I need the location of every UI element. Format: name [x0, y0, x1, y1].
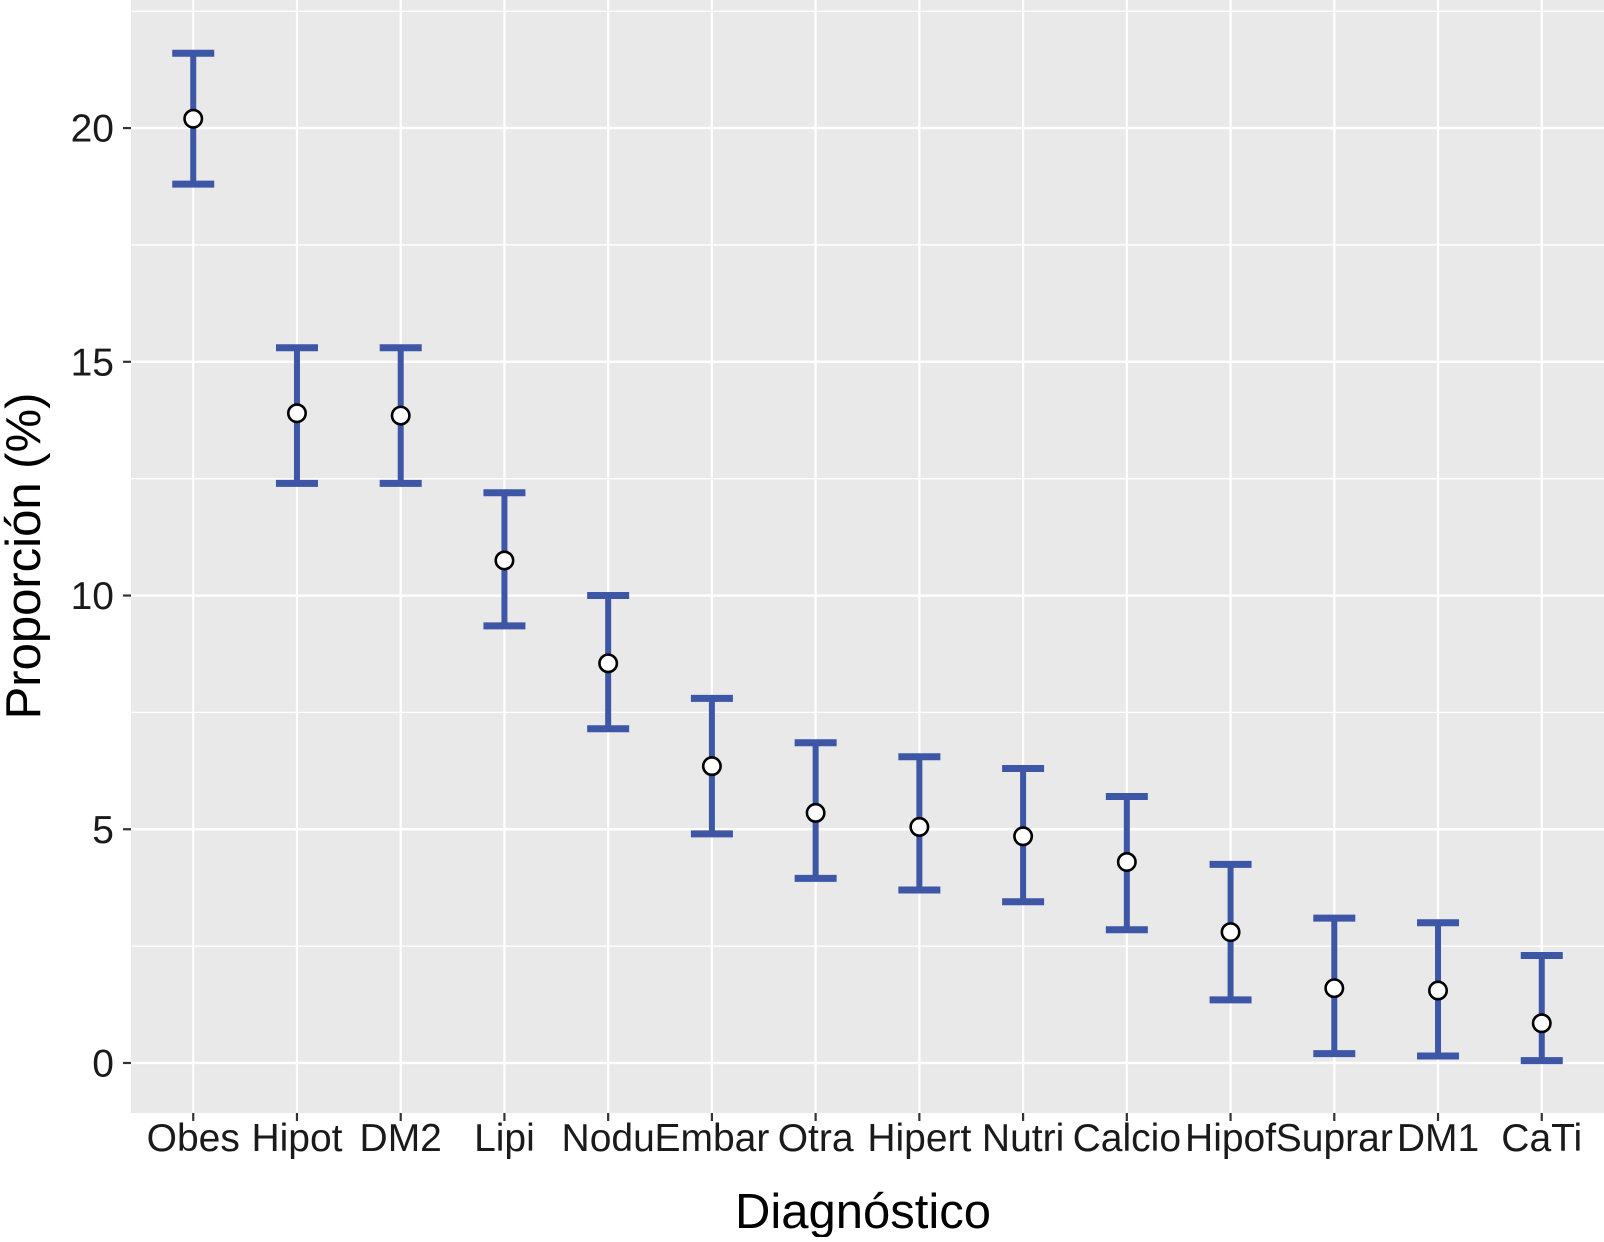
- x-tick-label-hipof: Hipof: [1185, 1117, 1276, 1160]
- y-tick-label: 0: [92, 1043, 114, 1086]
- x-tick-label-hipot: Hipot: [251, 1117, 342, 1160]
- errorbar-obes: [172, 49, 215, 188]
- point-obes: [183, 108, 204, 129]
- x-tick-label-dm2: DM2: [360, 1117, 442, 1160]
- errorbar-series: [172, 49, 1563, 1065]
- x-tick-label-lipi: Lipi: [474, 1117, 535, 1160]
- errorbar-nodu: [587, 592, 630, 733]
- point-lipi: [494, 550, 515, 571]
- point-cati: [1531, 1013, 1552, 1034]
- errorbar-suprar: [1313, 914, 1356, 1058]
- errorbar-cati: [1520, 951, 1563, 1065]
- point-calcio: [1116, 851, 1137, 872]
- axis-tick-marks: [123, 126, 1543, 1121]
- point-embar: [701, 756, 722, 777]
- errorbar-hipof: [1209, 860, 1252, 1004]
- point-nutri: [1013, 826, 1034, 847]
- x-tick-label-suprar: Suprar: [1276, 1117, 1393, 1160]
- point-hipert: [909, 816, 930, 837]
- x-tick-label-obes: Obes: [147, 1117, 240, 1160]
- errorbar-nutri: [1002, 764, 1045, 906]
- errorbar-lipi: [483, 489, 526, 630]
- errorbar-calcio: [1105, 793, 1148, 934]
- point-hipof: [1220, 922, 1241, 943]
- point-otra: [805, 802, 826, 823]
- y-tick-label: 10: [71, 575, 114, 618]
- axis-tick-labels: 0 5 10 15 20 Obes Hipot DM2 Lipi Nodu Embar Otra Hip…: [71, 108, 1583, 1160]
- point-dm1: [1428, 980, 1449, 1001]
- x-tick-label-calcio: Calcio: [1073, 1117, 1181, 1160]
- errorbar-hipot: [275, 344, 318, 487]
- x-tick-label-nutri: Nutri: [982, 1117, 1064, 1160]
- plot-panel: [131, 0, 1604, 1113]
- errorbar-hipert: [898, 753, 941, 894]
- x-tick-label-dm1: DM1: [1397, 1117, 1479, 1160]
- x-tick-label-otra: Otra: [778, 1117, 854, 1160]
- y-tick-label: 15: [71, 341, 114, 384]
- errorbar-dm2: [379, 344, 422, 487]
- point-dm2: [390, 405, 411, 426]
- errorbar-otra: [794, 739, 837, 882]
- x-tick-label-hipert: Hipert: [867, 1117, 971, 1160]
- y-tick-label: 20: [71, 108, 114, 151]
- x-tick-label-cati: CaTi: [1501, 1117, 1582, 1160]
- x-tick-label-embar: Embar: [654, 1117, 769, 1160]
- errorbar-embar: [690, 694, 733, 838]
- point-hipot: [286, 403, 307, 424]
- point-nodu: [598, 653, 619, 674]
- y-tick-label: 5: [92, 809, 114, 852]
- minor-gridlines: [131, 10, 1604, 947]
- x-tick-label-nodu: Nodu: [562, 1117, 655, 1160]
- errorbar-dm1: [1417, 919, 1460, 1060]
- y-axis-title: Proporción (%): [0, 393, 51, 720]
- point-suprar: [1324, 978, 1345, 999]
- x-axis-title: Diagnóstico: [735, 1185, 991, 1237]
